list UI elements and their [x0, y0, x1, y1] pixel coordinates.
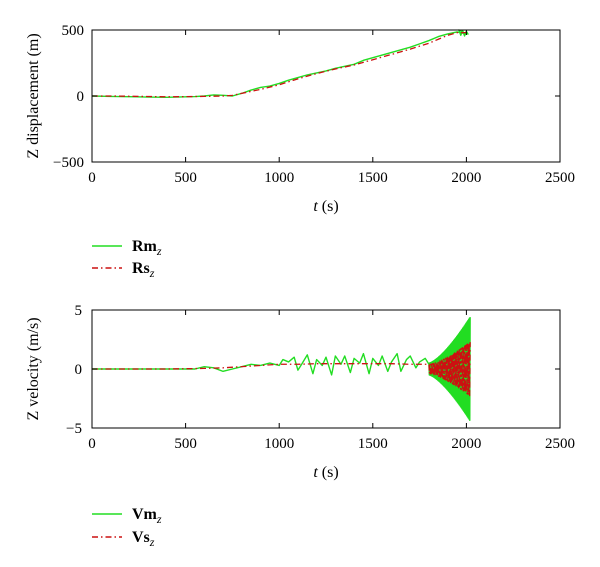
displacement-ylabel: Z displacement (m) [25, 33, 42, 158]
displacement-xlabel: t (s) [313, 198, 338, 215]
displacement-tick-marks [91, 29, 561, 163]
velocity-xtick-0: 0 [88, 436, 96, 452]
velocity-ytick-0: 0 [75, 362, 83, 378]
displacement-legend: Rmz Rsz [92, 238, 162, 280]
legend-rm-main: Rm [132, 238, 158, 255]
velocity-ylabel: Z velocity (m/s) [25, 317, 42, 420]
displacement-xtick-1000: 1000 [264, 170, 294, 186]
displacement-xtick-500: 500 [174, 170, 197, 186]
velocity-xtick-1500: 1500 [358, 436, 388, 452]
velocity-series-vs-line [92, 342, 471, 397]
displacement-ytick-minus-500: −500 [53, 155, 84, 171]
displacement-xtick-1500: 1500 [358, 170, 388, 186]
velocity-xtick-500: 500 [174, 436, 197, 452]
velocity-ytick-5: 5 [75, 303, 83, 319]
velocity-xlabel: t (s) [313, 464, 338, 481]
displacement-series-rm-line [91, 29, 469, 99]
legend-vm-sub: z [156, 512, 162, 526]
velocity-tick-marks [91, 309, 561, 429]
velocity-xtick-2500: 2500 [545, 436, 575, 452]
velocity-xtick-2000: 2000 [451, 436, 481, 452]
displacement-series-rs-line [92, 31, 467, 98]
legend-vs-sub: z [149, 535, 155, 549]
velocity-xtick-1000: 1000 [264, 436, 294, 452]
displacement-xtick-2000: 2000 [451, 170, 481, 186]
legend-rs-sub: z [149, 266, 155, 280]
velocity-ytick-minus-5: −5 [66, 421, 82, 437]
legend-rm-sub: z [156, 244, 162, 258]
legend-vs-main: Vs [132, 529, 150, 546]
displacement-ytick-500: 500 [62, 23, 85, 39]
displacement-xtick-0: 0 [88, 170, 96, 186]
displacement-plot-frame [91, 29, 561, 163]
velocity-xlabel-var: t [313, 464, 318, 481]
legend-label-rs: Rsz [132, 260, 155, 280]
velocity-legend: Vmz Vsz [92, 506, 162, 549]
legend-label-rm: Rmz [132, 238, 162, 258]
velocity-plot: 5 0 −5 0 500 1000 1500 2000 2500 t (s) Z … [25, 303, 575, 549]
displacement-xtick-2500: 2500 [545, 170, 575, 186]
legend-vm-main: Vm [132, 506, 158, 523]
legend-label-vs: Vsz [132, 529, 155, 549]
legend-label-vm: Vmz [132, 506, 162, 526]
velocity-xlabel-unit: (s) [322, 464, 339, 481]
legend-rs-main: Rs [132, 260, 150, 277]
velocity-series-group [92, 317, 471, 422]
displacement-series-group [91, 29, 469, 99]
displacement-ytick-0: 0 [77, 89, 85, 105]
displacement-xlabel-var: t [313, 198, 318, 215]
displacement-plot: 500 0 −500 0 500 1000 1500 2000 2500 t (s… [25, 23, 575, 280]
displacement-xlabel-unit: (s) [322, 198, 339, 215]
